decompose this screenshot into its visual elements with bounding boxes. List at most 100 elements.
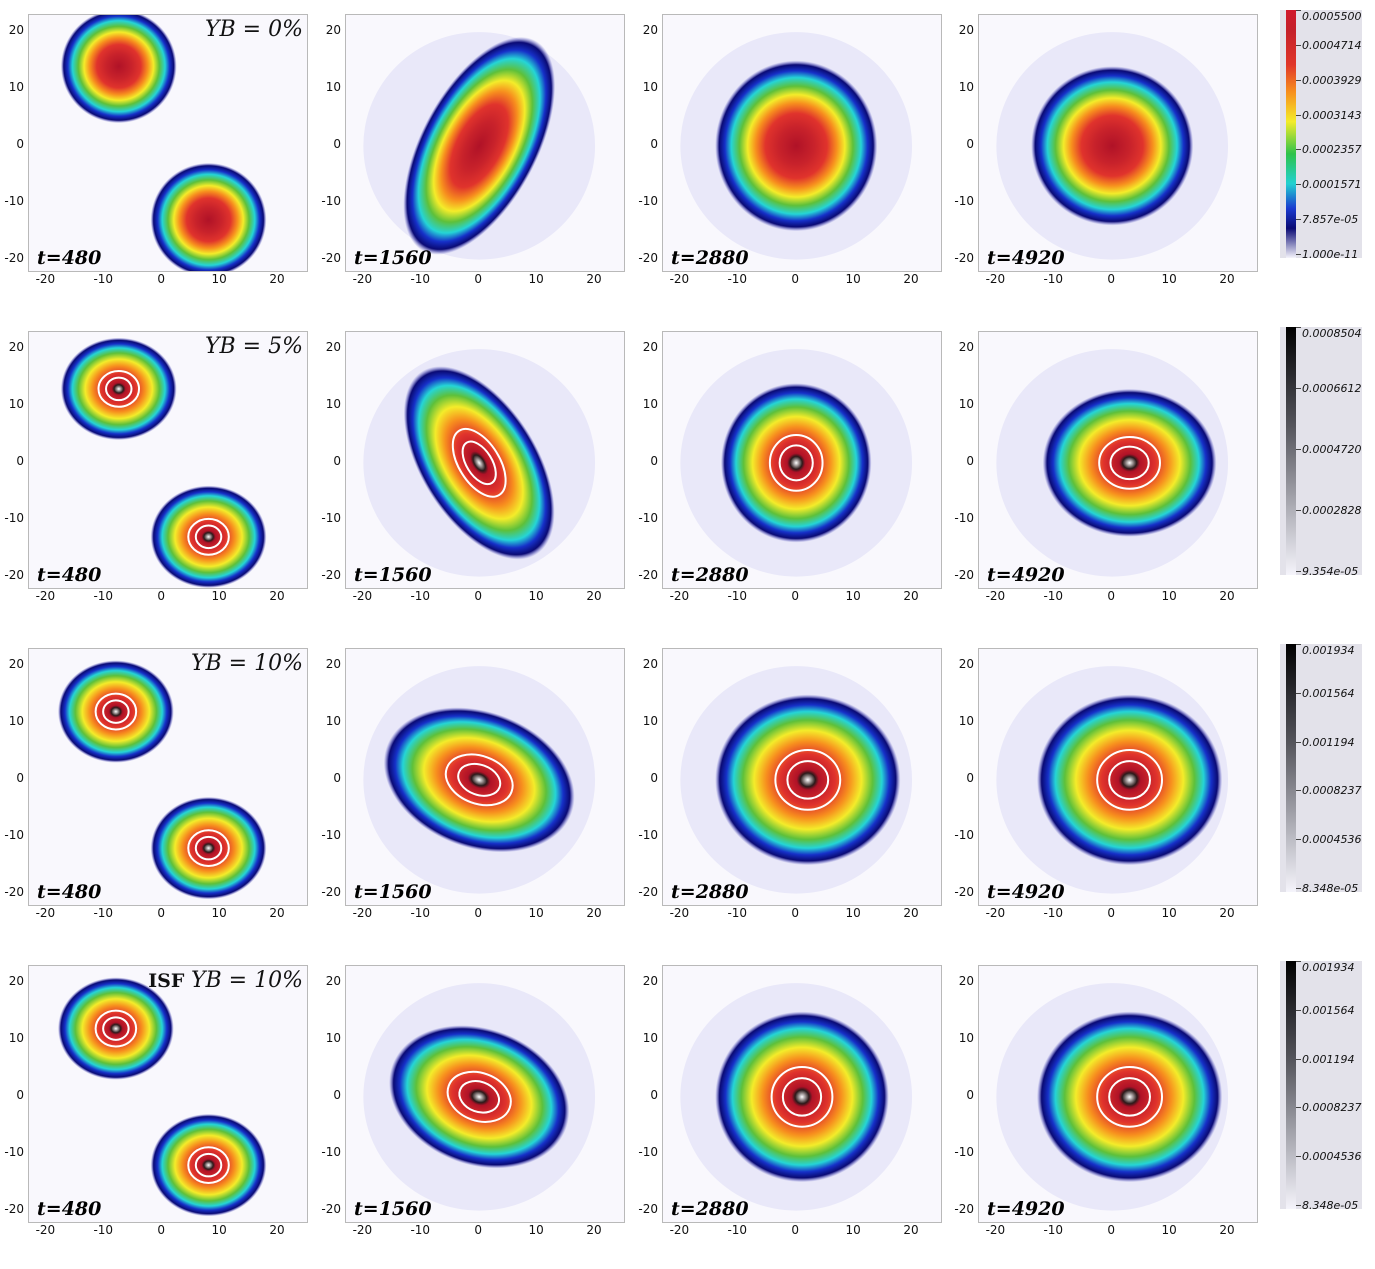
- colorbar-label: 0.001194: [1302, 1052, 1355, 1066]
- density-blob: [389, 1025, 570, 1169]
- density-map: [680, 32, 913, 260]
- y-tick-label: 20: [325, 657, 341, 672]
- x-tick-label: 10: [845, 1223, 861, 1237]
- plot-area: t=1560: [345, 648, 625, 906]
- colorbar-label: 0.0004720: [1302, 443, 1362, 456]
- y-tick-label: 0: [966, 770, 974, 785]
- x-tick-label: -10: [93, 589, 114, 603]
- plot-area: t=480 YB = 0%: [28, 14, 308, 272]
- density-panel: t=4920 20 10 0 -10 -20 -20 -10 0 10 20: [950, 10, 1260, 310]
- colorbar-tick: [1296, 644, 1301, 645]
- density-blob: [57, 977, 174, 1080]
- density-panel: t=1560 20 10 0 -10 -20 -20 -10 0 10 20: [317, 327, 627, 627]
- contour-line: [102, 1016, 130, 1041]
- plot-area: t=480 YB = 10%: [28, 648, 308, 906]
- contour-line: [187, 829, 230, 868]
- colorbar-label: 1.000e-11: [1302, 248, 1359, 261]
- time-label: t=1560: [354, 564, 432, 586]
- x-tick-label: 20: [269, 906, 285, 920]
- figure-row: t=480 YB = 10% 20 10 0 -10 -20 -20 -10 0 10 20 t=156…: [0, 644, 1375, 952]
- x-tick-label: 20: [1219, 906, 1235, 920]
- colorbar-tick: [1296, 79, 1301, 81]
- x-tick-label: 0: [474, 1223, 483, 1237]
- y-tick-label: 0: [333, 136, 341, 151]
- y-tick-label: 10: [642, 1030, 658, 1045]
- colorbar-tick: [1296, 741, 1301, 743]
- plot-area: t=1560: [345, 14, 625, 272]
- colorbar-label: 0.001194: [1302, 735, 1355, 749]
- x-tick-label: -10: [93, 272, 114, 286]
- x-tick-label: 0: [474, 906, 483, 920]
- contour-line: [194, 524, 223, 550]
- yb-label: YB = 5%: [204, 334, 303, 359]
- y-tick-label: -10: [321, 827, 341, 842]
- y-tick-label: -20: [4, 1201, 24, 1216]
- y-tick-label: -20: [321, 1201, 341, 1216]
- y-tick-label: -10: [4, 827, 24, 842]
- contour-line: [1108, 760, 1151, 800]
- x-tick-label: -10: [727, 1223, 748, 1237]
- contour-line: [187, 1146, 230, 1185]
- y-tick-label: -10: [321, 1144, 341, 1159]
- x-tick-label: 20: [1219, 589, 1235, 603]
- colorbar-gradient: [1286, 10, 1296, 258]
- plot-area: t=480 YB = 5%: [28, 331, 308, 589]
- contour-line: [458, 1080, 501, 1114]
- contour-line: [194, 1152, 223, 1178]
- colorbar-tick: [1296, 1058, 1301, 1060]
- contour-line: [1108, 1077, 1151, 1117]
- y-tick-label: -10: [321, 510, 341, 525]
- y-tick-label: -20: [638, 250, 658, 265]
- y-tick-label: -20: [4, 567, 24, 582]
- x-tick-label: -20: [35, 589, 56, 603]
- x-tick-label: -10: [410, 906, 431, 920]
- y-tick-label: 20: [642, 23, 658, 38]
- plot-area: t=2880: [662, 648, 942, 906]
- plot-area: t=2880: [662, 14, 942, 272]
- colorbar-tick: [1296, 1205, 1301, 1206]
- colorbar-tick: [1296, 1009, 1301, 1011]
- colorbar-tick: [1296, 388, 1301, 389]
- x-tick-label: 10: [528, 906, 544, 920]
- y-tick-label: 20: [958, 340, 974, 355]
- time-label: t=1560: [354, 247, 432, 269]
- density-panel: t=2880 20 10 0 -10 -20 -20 -10 0 10 20: [634, 327, 944, 627]
- density-panel: t=1560 20 10 0 -10 -20 -20 -10 0 10 20: [317, 961, 627, 1261]
- colorbar: 0.001934 0.001564 0.001194 0.0008237 0.00045…: [1280, 961, 1362, 1212]
- y-tick-label: 20: [325, 340, 341, 355]
- colorbar-tick: [1296, 219, 1301, 221]
- y-tick-label: -10: [638, 827, 658, 842]
- colorbar-tick: [1296, 839, 1301, 841]
- x-tick-label: 0: [791, 272, 800, 286]
- colorbar-label: 0.001934: [1302, 644, 1355, 657]
- density-blob: [1031, 66, 1194, 226]
- contour-line: [786, 760, 830, 800]
- y-tick-label: 10: [642, 713, 658, 728]
- colorbar-label: 0.0003929: [1302, 73, 1362, 87]
- y-tick-label: 10: [8, 79, 24, 94]
- density-map: [996, 983, 1229, 1211]
- time-label: t=4920: [987, 247, 1065, 269]
- colorbar-tick: [1296, 790, 1301, 792]
- x-tick-label: 10: [845, 906, 861, 920]
- x-tick-label: 20: [586, 589, 602, 603]
- y-tick-label: 10: [8, 713, 24, 728]
- colorbar-tick: [1296, 114, 1301, 116]
- plot-area: t=4920: [978, 331, 1258, 589]
- x-tick-label: 10: [1161, 1223, 1177, 1237]
- colorbar-label: 0.0002828: [1302, 504, 1362, 517]
- x-tick-label: -20: [35, 272, 56, 286]
- x-tick-label: -20: [669, 906, 690, 920]
- x-tick-label: 20: [903, 906, 919, 920]
- x-tick-label: 10: [528, 1223, 544, 1237]
- x-tick-label: 0: [791, 1223, 800, 1237]
- colorbar-label: 7.857e-05: [1302, 213, 1359, 227]
- contour-line: [102, 699, 130, 724]
- x-tick-label: -20: [352, 1223, 373, 1237]
- y-tick-label: 10: [8, 396, 24, 411]
- colorbar-label: 0.0006612: [1302, 382, 1362, 395]
- colorbar: 0.001934 0.001564 0.001194 0.0008237 0.00045…: [1280, 644, 1362, 895]
- plot-area: t=4920: [978, 965, 1258, 1223]
- y-tick-label: -20: [954, 567, 974, 582]
- y-tick-label: 0: [16, 770, 24, 785]
